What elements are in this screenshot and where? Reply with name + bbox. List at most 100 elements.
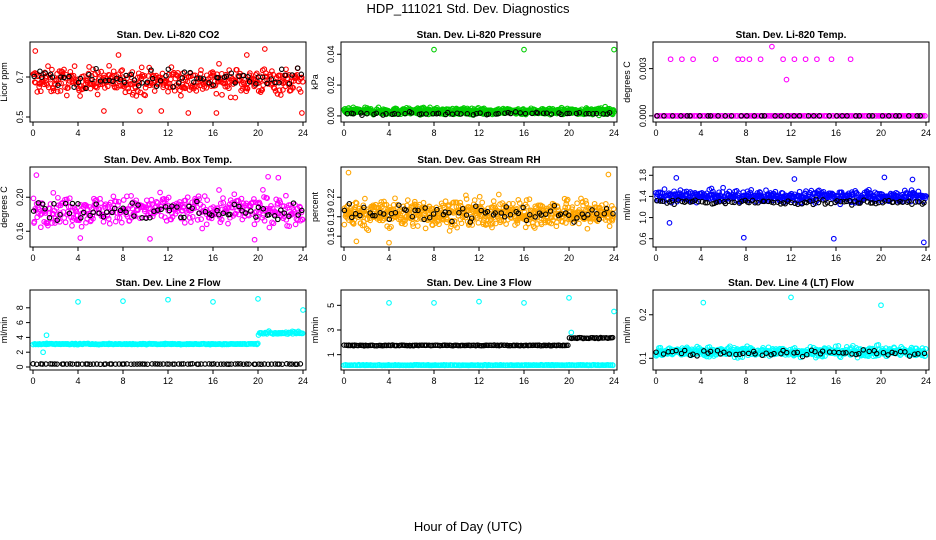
data-point xyxy=(873,350,880,357)
data-point xyxy=(531,362,538,368)
x-tick-label: 24 xyxy=(298,253,308,263)
data-point xyxy=(757,56,764,63)
y-tick-label: 0.5 xyxy=(15,111,25,124)
data-point xyxy=(30,195,37,202)
data-point xyxy=(54,361,60,367)
data-point xyxy=(62,200,69,207)
data-point xyxy=(426,214,433,221)
data-point xyxy=(778,113,784,119)
data-point xyxy=(768,113,775,119)
data-point xyxy=(200,76,207,82)
data-point xyxy=(906,198,912,205)
data-point xyxy=(277,92,284,98)
data-point xyxy=(476,298,482,305)
data-point xyxy=(178,92,184,99)
data-point xyxy=(583,200,590,207)
x-tick-label: 8 xyxy=(431,376,436,386)
x-tick-label: 12 xyxy=(474,253,484,263)
data-point xyxy=(885,352,891,358)
data-point xyxy=(54,211,60,218)
data-point xyxy=(261,46,268,52)
y-axis-title: ml/min xyxy=(310,317,320,344)
data-point xyxy=(386,239,392,246)
data-point xyxy=(853,113,859,119)
data-point xyxy=(534,110,541,116)
data-point xyxy=(666,199,673,205)
data-point xyxy=(412,204,419,210)
data-point xyxy=(502,110,508,116)
data-point xyxy=(893,113,899,119)
data-point xyxy=(919,113,926,119)
data-point xyxy=(449,218,455,225)
data-point xyxy=(86,64,92,70)
data-point xyxy=(184,194,191,201)
data-point xyxy=(807,113,814,119)
x-tick-label: 8 xyxy=(431,128,436,138)
data-point xyxy=(571,219,577,225)
data-point xyxy=(471,197,478,203)
data-point xyxy=(507,212,514,218)
data-point xyxy=(299,207,305,214)
data-point xyxy=(134,361,140,367)
data-point xyxy=(722,113,729,119)
data-point xyxy=(254,216,260,223)
data-point xyxy=(737,353,744,360)
series-primary xyxy=(30,46,306,116)
data-point xyxy=(158,206,164,213)
data-point xyxy=(119,67,126,73)
data-point xyxy=(30,208,37,214)
data-point xyxy=(744,113,750,119)
data-point xyxy=(147,236,153,242)
data-point xyxy=(208,215,215,222)
data-point xyxy=(33,172,40,178)
data-point xyxy=(657,344,664,351)
data-point xyxy=(232,80,238,86)
data-point xyxy=(684,113,690,119)
data-point xyxy=(37,88,44,95)
data-point xyxy=(275,216,281,223)
x-tick-label: 20 xyxy=(253,253,263,263)
data-point xyxy=(138,64,145,71)
data-point xyxy=(55,194,61,201)
data-point xyxy=(299,216,306,223)
data-point xyxy=(37,68,43,75)
data-point xyxy=(386,216,393,223)
data-point xyxy=(30,361,36,367)
data-point xyxy=(39,201,46,207)
data-point xyxy=(788,294,794,301)
data-point xyxy=(93,65,99,72)
data-point xyxy=(225,220,231,227)
y-tick-label: 0.7 xyxy=(15,71,25,84)
data-point xyxy=(216,187,222,193)
data-point xyxy=(174,204,180,210)
data-point xyxy=(430,111,436,117)
data-point xyxy=(521,300,527,306)
panel-title: Stan. Dev. Li-820 Pressure xyxy=(417,30,542,41)
data-point xyxy=(299,78,306,85)
data-point xyxy=(739,198,745,205)
data-point xyxy=(226,361,232,368)
data-point xyxy=(883,113,890,119)
data-point xyxy=(532,214,538,220)
data-point xyxy=(678,113,684,119)
data-point xyxy=(823,113,830,119)
data-point xyxy=(256,361,262,367)
data-point xyxy=(906,353,913,359)
data-point xyxy=(873,200,879,207)
data-point xyxy=(834,113,840,119)
data-point xyxy=(675,113,681,119)
x-tick-label: 8 xyxy=(120,376,125,386)
data-point xyxy=(100,213,107,220)
data-point xyxy=(751,113,758,119)
x-tick-label: 12 xyxy=(786,253,796,263)
data-point xyxy=(153,83,160,89)
data-point xyxy=(687,199,693,205)
x-tick-label: 8 xyxy=(431,253,436,263)
data-point xyxy=(157,361,163,367)
y-tick-label: 0.20 xyxy=(15,188,25,206)
data-point xyxy=(286,223,293,230)
data-point xyxy=(569,204,576,210)
data-point xyxy=(791,350,797,356)
data-point xyxy=(738,113,745,119)
y-tick-label: 0.16 xyxy=(326,227,336,245)
